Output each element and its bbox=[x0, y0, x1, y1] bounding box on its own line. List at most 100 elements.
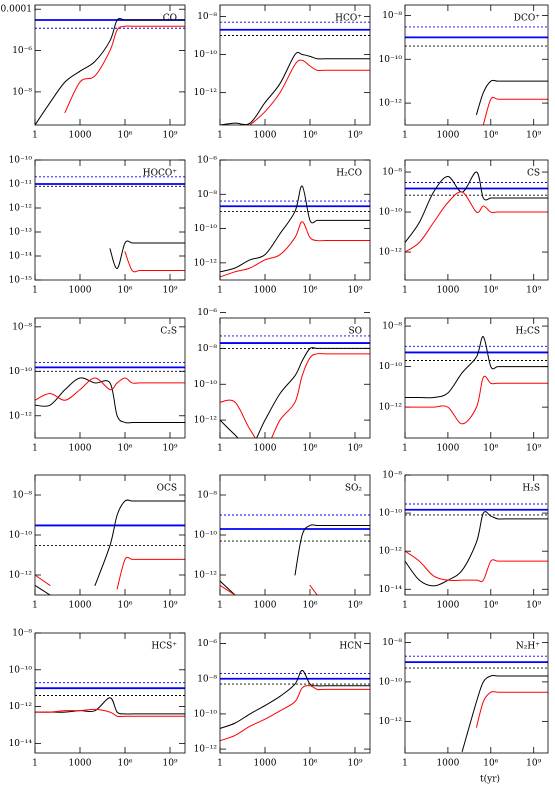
x-tick-label: 1000 bbox=[254, 286, 277, 296]
x-tick-label: 10⁶ bbox=[117, 286, 132, 296]
x-tick-label: 1 bbox=[32, 131, 38, 141]
model-curve bbox=[124, 251, 185, 273]
x-tick-label: 10⁹ bbox=[526, 131, 541, 141]
y-tick-label: 10⁻⁸ bbox=[12, 87, 32, 97]
panel-title: SO bbox=[348, 327, 362, 337]
panel: 0.0001 10⁻⁶ 10⁻⁸ 1 1000 10⁶ 10⁹ CO bbox=[1, 4, 186, 141]
panel-frame bbox=[34, 474, 186, 596]
y-tick-label: 10⁻¹⁴ bbox=[9, 252, 33, 262]
panel-frame bbox=[219, 632, 371, 754]
y-tick-label: 10⁻¹⁰ bbox=[9, 367, 33, 377]
panel: 10⁻⁸ 10⁻¹⁰ 10⁻¹² 1 1000 10⁶ 10⁹ DCO⁺ bbox=[379, 4, 549, 141]
y-tick-label: 10⁻¹⁰ bbox=[379, 362, 403, 372]
x-tick-label: 1 bbox=[402, 286, 408, 296]
x-tick-label: 1 bbox=[402, 601, 408, 611]
x-axis-label: t(yr) bbox=[480, 774, 500, 785]
y-tick-label: 10⁻⁸ bbox=[197, 491, 217, 501]
panel: 10⁻⁶ 10⁻⁸ 10⁻¹⁰ 10⁻¹² 1 1000 10⁶ 10⁹ SO bbox=[194, 308, 371, 454]
panel-frame bbox=[404, 632, 549, 754]
y-tick-label: 10⁻⁸ bbox=[197, 344, 217, 354]
panel: 10⁻⁸ 10⁻¹⁰ 10⁻¹² 10⁻¹⁴ 1 1000 10⁶ 10⁹ HCS⁺ bbox=[9, 629, 186, 769]
model-curve bbox=[405, 375, 548, 425]
panel: 10⁻⁸ 10⁻¹⁰ 10⁻¹² 1 1000 10⁶ 10⁹ SO₂ bbox=[194, 474, 371, 611]
x-tick-label: 10⁹ bbox=[347, 444, 362, 454]
panel-title: HCS⁺ bbox=[151, 642, 177, 652]
model-curve bbox=[35, 697, 185, 715]
panel: 10⁻⁸ 10⁻¹⁰ 10⁻¹² 1 1000 10⁶ 10⁹ CS bbox=[379, 159, 549, 296]
panel: 10⁻⁸ 10⁻¹⁰ 10⁻¹² 1 1000 10⁶ 10⁹ C₂S bbox=[9, 317, 186, 454]
x-tick-label: 10⁹ bbox=[526, 759, 541, 769]
y-tick-label: 10⁻¹³ bbox=[9, 228, 33, 238]
x-tick-label: 1000 bbox=[69, 444, 92, 454]
y-tick-label: 10⁻⁸ bbox=[382, 168, 402, 178]
plot-area bbox=[35, 362, 185, 424]
panel-frame bbox=[34, 317, 186, 439]
y-tick-label: 10⁻¹² bbox=[194, 258, 218, 268]
y-tick-label: 10⁻⁸ bbox=[197, 12, 217, 22]
model-curve bbox=[405, 171, 548, 243]
panel: 10⁻⁶ 10⁻⁸ 10⁻¹⁰ 10⁻¹² 1 1000 10⁶ 10⁹ H₂CO bbox=[194, 156, 371, 296]
x-tick-label: 1 bbox=[32, 601, 38, 611]
x-tick-label: 10⁹ bbox=[347, 759, 362, 769]
x-tick-label: 1000 bbox=[69, 759, 92, 769]
panel-frame bbox=[404, 4, 549, 126]
model-curve bbox=[35, 377, 185, 424]
y-tick-label: 10⁻¹² bbox=[379, 547, 403, 557]
model-curve bbox=[35, 377, 185, 401]
y-tick-label: 10⁻⁸ bbox=[382, 471, 402, 481]
plot-area bbox=[405, 655, 548, 752]
y-tick-label: 10⁻¹⁰ bbox=[194, 50, 218, 60]
x-tick-label: 10⁹ bbox=[526, 601, 541, 611]
plot-area bbox=[35, 18, 185, 125]
y-tick-label: 10⁻¹⁰ bbox=[379, 677, 403, 687]
y-tick-label: 10⁻¹⁵ bbox=[9, 276, 33, 286]
model-curve bbox=[35, 499, 185, 595]
x-tick-label: 10⁶ bbox=[302, 286, 317, 296]
plot-area bbox=[405, 503, 548, 587]
panel-frame bbox=[404, 159, 549, 281]
panel-frame bbox=[219, 4, 371, 126]
x-tick-label: 1000 bbox=[69, 601, 92, 611]
x-tick-label: 10⁶ bbox=[483, 444, 498, 454]
plot-area bbox=[220, 514, 370, 595]
y-tick-label: 10⁻¹² bbox=[194, 416, 218, 426]
y-tick-label: 10⁻⁸ bbox=[382, 11, 402, 21]
model-curve bbox=[220, 584, 318, 595]
panel-title: SO₂ bbox=[345, 484, 363, 494]
x-tick-label: 1000 bbox=[436, 131, 459, 141]
x-tick-label: 1000 bbox=[69, 286, 92, 296]
y-tick-label: 10⁻⁸ bbox=[197, 190, 217, 200]
y-tick-label: 10⁻⁸ bbox=[382, 638, 402, 648]
y-tick-label: 10⁻⁸ bbox=[382, 322, 402, 332]
x-tick-label: 1 bbox=[217, 601, 223, 611]
y-tick-label: 10⁻¹⁰ bbox=[194, 531, 218, 541]
model-curve bbox=[220, 185, 370, 273]
x-tick-label: 1000 bbox=[254, 759, 277, 769]
panel-frame bbox=[34, 632, 186, 754]
x-tick-label: 10⁶ bbox=[117, 759, 132, 769]
panel-frame bbox=[34, 159, 186, 281]
y-tick-label: 10⁻¹⁰ bbox=[194, 224, 218, 234]
x-tick-label: 1 bbox=[217, 286, 223, 296]
y-tick-label: 10⁻⁶ bbox=[197, 156, 217, 166]
x-tick-label: 10⁶ bbox=[117, 601, 132, 611]
y-tick-label: 10⁻⁶ bbox=[197, 308, 217, 318]
x-tick-label: 10⁹ bbox=[347, 601, 362, 611]
panel-title: N₂H⁺ bbox=[516, 642, 540, 652]
plot-area bbox=[405, 171, 548, 253]
model-curve bbox=[35, 18, 185, 125]
panel: 10⁻¹⁰ 10⁻¹¹ 10⁻¹² 10⁻¹³ 10⁻¹⁴ 10⁻¹⁵1 1000 10⁶ 10… bbox=[9, 156, 186, 296]
model-curve bbox=[476, 79, 548, 116]
x-tick-label: 10⁶ bbox=[117, 444, 132, 454]
model-curve bbox=[220, 353, 370, 438]
x-tick-label: 10⁶ bbox=[483, 601, 498, 611]
panel-title: H₂CO bbox=[336, 169, 362, 179]
plot-area bbox=[220, 669, 370, 742]
panel-frame bbox=[404, 317, 549, 439]
panel-title: H₂S bbox=[522, 484, 540, 494]
model-curve bbox=[220, 685, 370, 742]
x-tick-label: 1 bbox=[402, 759, 408, 769]
x-tick-label: 1000 bbox=[254, 601, 277, 611]
x-tick-label: 1 bbox=[402, 444, 408, 454]
y-tick-label: 0.0001 bbox=[1, 5, 33, 15]
